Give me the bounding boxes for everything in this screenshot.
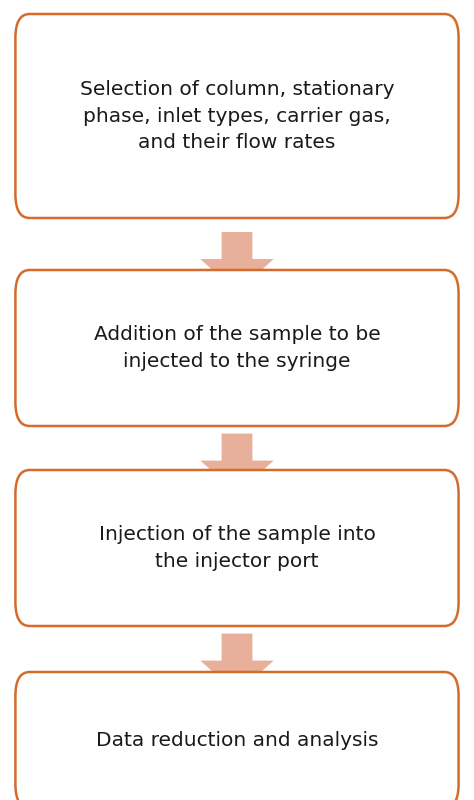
Polygon shape — [200, 634, 274, 694]
FancyBboxPatch shape — [15, 672, 459, 800]
Text: Addition of the sample to be
injected to the syringe: Addition of the sample to be injected to… — [94, 326, 380, 370]
Text: Selection of column, stationary
phase, inlet types, carrier gas,
and their flow : Selection of column, stationary phase, i… — [80, 80, 394, 152]
FancyBboxPatch shape — [15, 14, 459, 218]
Text: Data reduction and analysis: Data reduction and analysis — [96, 730, 378, 750]
Polygon shape — [200, 232, 274, 292]
FancyBboxPatch shape — [15, 470, 459, 626]
Text: Injection of the sample into
the injector port: Injection of the sample into the injecto… — [99, 526, 375, 570]
Polygon shape — [200, 434, 274, 494]
FancyBboxPatch shape — [15, 270, 459, 426]
